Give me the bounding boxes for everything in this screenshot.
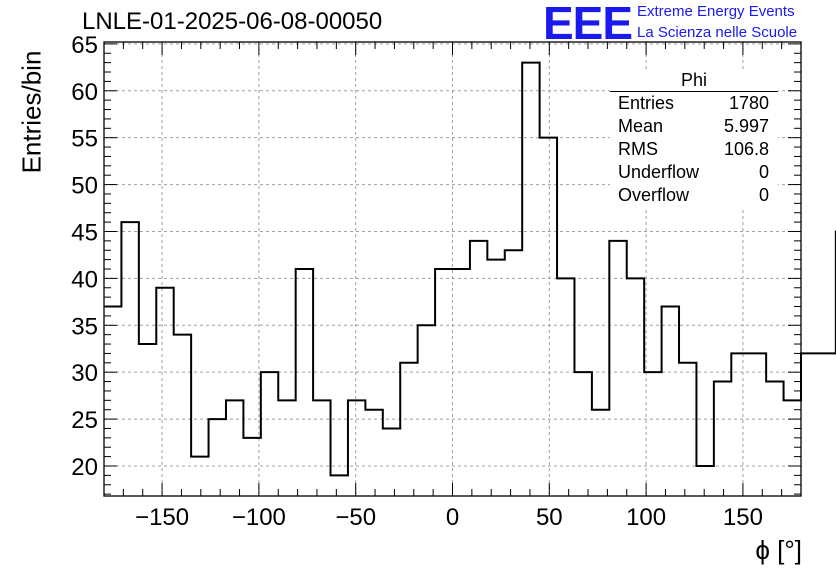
- stats-value: 0: [758, 185, 769, 205]
- stats-label: Underflow: [618, 162, 700, 182]
- chart-title: LNLE-01-2025-06-08-00050: [82, 8, 383, 35]
- y-tick-label: 45: [71, 219, 98, 246]
- stats-row-underflow: Underflow 0: [610, 161, 778, 184]
- stats-title: Phi: [610, 70, 778, 92]
- stats-row-mean: Mean 5.997: [610, 115, 778, 138]
- y-tick-label: 60: [71, 79, 98, 106]
- stats-label: Mean: [618, 116, 664, 136]
- y-tick-label: 35: [71, 313, 98, 340]
- stats-value: 1780: [728, 93, 769, 113]
- x-tick-label: −100: [232, 504, 286, 531]
- y-tick-label: 65: [71, 32, 98, 59]
- x-tick-label: 0: [446, 504, 459, 531]
- stats-value: 106.8: [723, 139, 769, 159]
- stats-label: Entries: [618, 93, 675, 113]
- stats-row-rms: RMS 106.8: [610, 138, 778, 161]
- stats-row-overflow: Overflow 0: [610, 184, 778, 207]
- y-tick-label: 20: [71, 454, 98, 481]
- y-tick-label: 50: [71, 173, 98, 200]
- eee-logo: EEE: [543, 0, 633, 49]
- x-axis-label: ϕ [°]: [755, 535, 802, 565]
- y-tick-label: 55: [71, 126, 98, 153]
- stats-value: 5.997: [723, 116, 769, 136]
- stats-row-entries: Entries 1780: [610, 92, 778, 115]
- x-tick-label: 100: [626, 504, 666, 531]
- stats-label: RMS: [618, 139, 658, 159]
- y-axis-label: Entries/bin: [16, 50, 47, 174]
- y-tick-label: 30: [71, 360, 98, 387]
- stats-value: 0: [758, 162, 769, 182]
- x-tick-label: −50: [335, 504, 376, 531]
- y-tick-label: 25: [71, 407, 98, 434]
- x-tick-label: 150: [723, 504, 763, 531]
- x-tick-label: 50: [536, 504, 563, 531]
- logo-line-1: Extreme Energy Events: [637, 3, 795, 20]
- stats-label: Overflow: [618, 185, 690, 205]
- logo-line-2: La Scienza nelle Scuole: [637, 24, 798, 41]
- y-tick-label: 40: [71, 266, 98, 293]
- stats-box: Phi Entries 1780 Mean 5.997 RMS 106.8 Un…: [610, 70, 778, 207]
- x-tick-label: −150: [135, 504, 189, 531]
